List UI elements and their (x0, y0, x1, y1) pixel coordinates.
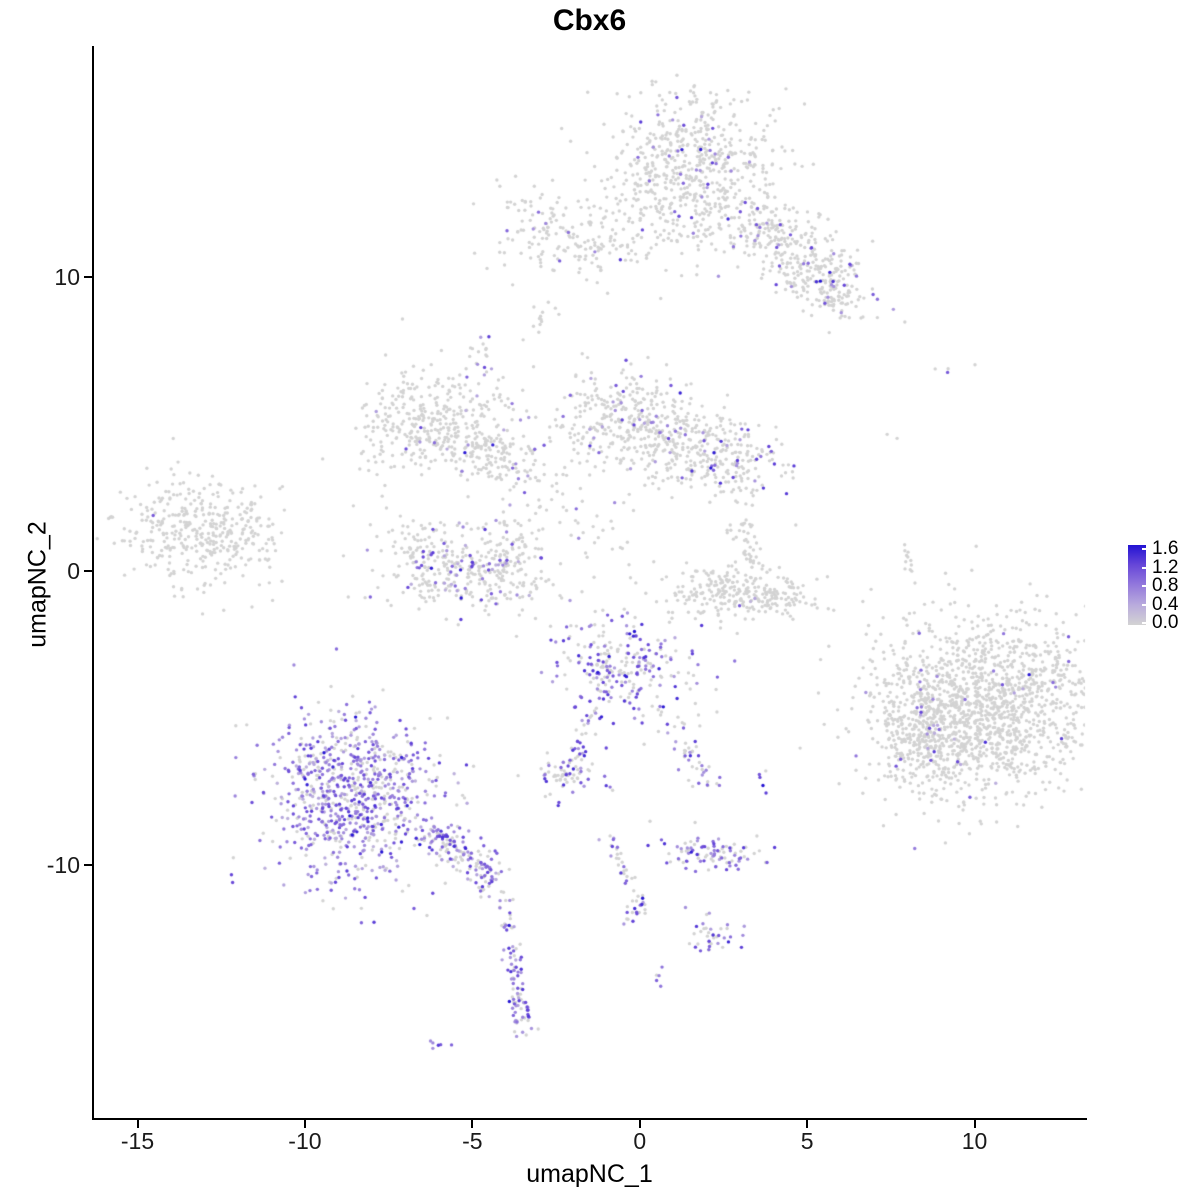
y-tick-mark (84, 864, 92, 867)
y-tick-label: 10 (54, 264, 80, 291)
x-tick-mark (806, 1120, 809, 1128)
x-tick-mark (471, 1120, 474, 1128)
x-tick-label: -10 (288, 1128, 322, 1154)
legend-gradient-bar (1128, 545, 1146, 625)
legend-value-label: 1.2 (1152, 556, 1179, 578)
legend-value-label: 1.6 (1152, 538, 1179, 559)
y-axis-title: umapNC_2 (23, 521, 52, 648)
legend-tick-mark (1142, 622, 1146, 624)
legend-tick-mark (1142, 548, 1146, 550)
x-tick-mark (638, 1120, 641, 1128)
legend-value-label: 0.4 (1152, 593, 1179, 615)
x-tick-mark (973, 1120, 976, 1128)
x-axis-title: umapNC_1 (526, 1160, 653, 1188)
legend-value-label: 0.8 (1152, 575, 1179, 596)
plot-title: Cbx6 (552, 4, 627, 37)
x-axis-line (92, 1118, 1087, 1120)
x-tick-mark (136, 1120, 139, 1128)
x-tick-label: -15 (120, 1128, 155, 1154)
x-tick-label: 0 (633, 1128, 647, 1154)
y-tick-label: -10 (46, 852, 80, 879)
y-tick-label: 0 (67, 558, 80, 585)
y-tick-mark (84, 276, 92, 279)
legend-tick-mark (1142, 603, 1146, 606)
legend-tick-mark (1142, 566, 1146, 569)
x-tick-label: -5 (462, 1128, 483, 1154)
x-tick-mark (303, 1120, 306, 1128)
y-axis-line (92, 46, 94, 1120)
x-tick-label: 5 (800, 1128, 814, 1154)
x-tick-label: 10 (961, 1128, 988, 1154)
legend-tick-mark (1142, 585, 1146, 587)
y-tick-mark (84, 570, 92, 573)
legend-value-label: 0.0 (1152, 612, 1179, 633)
